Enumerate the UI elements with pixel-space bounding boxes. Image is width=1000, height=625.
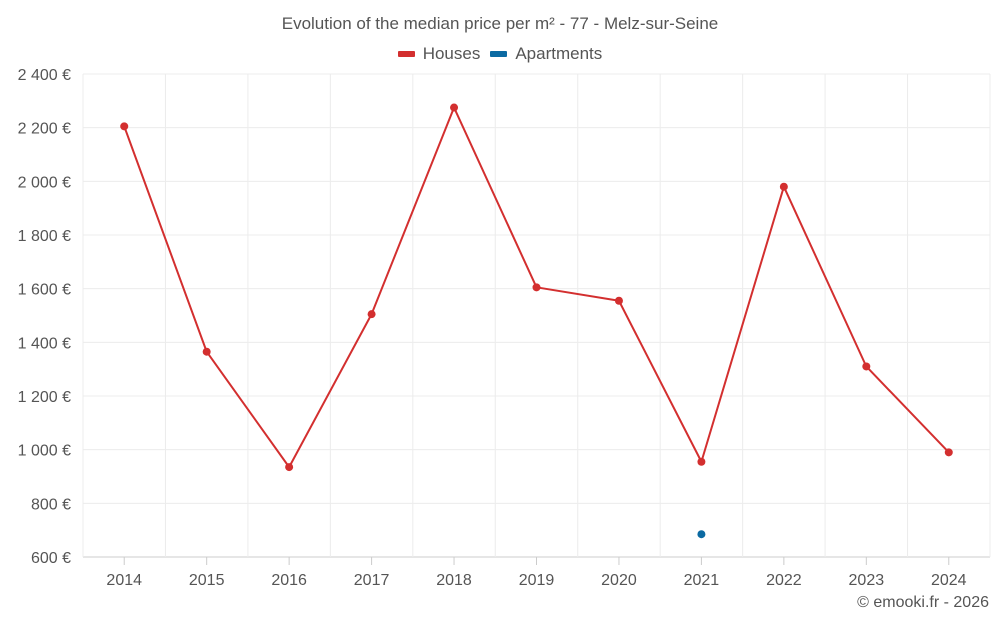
x-tick-label: 2022 xyxy=(766,572,802,589)
data-point-houses xyxy=(450,103,459,112)
x-tick-label: 2018 xyxy=(436,572,472,589)
y-tick-label: 800 € xyxy=(31,496,71,513)
axes: 600 € 800 € 1 000 € 1 200 € 1 400 € 1 600 € 1 … xyxy=(18,67,967,589)
y-tick-label: 1 200 € xyxy=(18,389,71,406)
data-point-houses xyxy=(532,283,541,292)
y-tick-label: 1 800 € xyxy=(18,228,71,245)
x-tick-label: 2021 xyxy=(684,572,720,589)
chart-legend: Houses Apartments xyxy=(0,44,1000,64)
x-tick-label: 2019 xyxy=(519,572,555,589)
y-tick-label: 1 400 € xyxy=(18,335,71,352)
data-point-houses xyxy=(862,362,871,371)
source-credit[interactable]: © emooki.fr - 2026 xyxy=(857,594,989,611)
y-tick-label: 1 600 € xyxy=(18,282,71,299)
y-tick-label: 2 200 € xyxy=(18,121,71,138)
series xyxy=(120,103,953,539)
y-tick-label: 2 000 € xyxy=(18,174,71,191)
legend-swatch-apartments xyxy=(490,51,508,57)
data-point-houses xyxy=(367,310,376,319)
legend-item-apartments[interactable]: Apartments xyxy=(490,44,602,64)
x-tick-label: 2017 xyxy=(354,572,390,589)
grid xyxy=(82,73,991,558)
data-point-apartments xyxy=(697,530,706,539)
legend-label-apartments: Apartments xyxy=(515,44,603,63)
x-tick-label: 2023 xyxy=(849,572,885,589)
x-tick-label: 2015 xyxy=(189,572,225,589)
data-point-houses xyxy=(944,448,953,457)
x-tick-label: 2014 xyxy=(106,572,142,589)
data-point-houses xyxy=(614,296,623,305)
legend-item-houses[interactable]: Houses xyxy=(397,44,481,64)
data-point-houses xyxy=(697,457,706,466)
data-point-houses xyxy=(779,182,788,191)
data-point-houses xyxy=(285,463,294,472)
y-tick-label: 2 400 € xyxy=(18,67,71,84)
x-tick-label: 2016 xyxy=(271,572,307,589)
x-tick-label: 2024 xyxy=(931,572,967,589)
y-tick-label: 600 € xyxy=(31,550,71,567)
chart-title: Evolution of the median price per m² - 7… xyxy=(281,14,719,33)
data-point-houses xyxy=(120,122,129,131)
legend-swatch-houses xyxy=(397,51,415,57)
legend-label-houses: Houses xyxy=(422,44,481,63)
data-point-houses xyxy=(202,347,211,356)
x-tick-label: 2020 xyxy=(601,572,637,589)
y-tick-label: 1 000 € xyxy=(18,443,71,460)
